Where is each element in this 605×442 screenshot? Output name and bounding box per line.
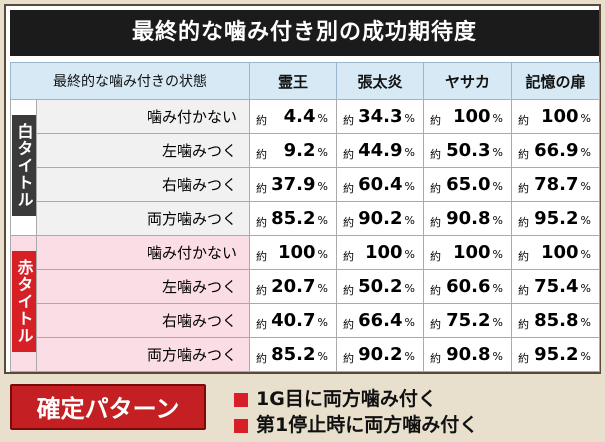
- value-cell: 約 66.4%: [336, 303, 424, 338]
- table-row: 赤タイトル 噛み付かない 約 100% 約 100% 約 100% 約 100%: [10, 235, 600, 372]
- bullet-square-icon: [234, 392, 248, 407]
- confirm-condition-2: 第1停止時に両方噛み付く: [234, 410, 478, 437]
- table-row: 右噛みつく 約 37.9% 約 60.4% 約 65.0% 約 78.7%: [11, 167, 600, 202]
- value-cell: 約 90.2%: [336, 201, 424, 236]
- value-cell: 約 100%: [423, 235, 512, 270]
- row-label: 両方噛みつく: [36, 337, 250, 372]
- value-cell: 約 20.7%: [249, 269, 337, 304]
- value-cell: 約 85.2%: [249, 337, 337, 372]
- value-cell: 約 60.4%: [336, 167, 424, 202]
- value-cell: 約 100%: [423, 99, 512, 134]
- value-cell: 約 85.2%: [249, 201, 337, 236]
- value-cell: 約 100%: [249, 235, 337, 270]
- value-cell: 約 95.2%: [511, 337, 600, 372]
- value-cell: 約 4.4%: [249, 99, 337, 134]
- confirm-condition-1: 1G目に両方噛み付く: [234, 384, 437, 411]
- table-row: 両方噛みつく 約 85.2% 約 90.2% 約 90.8% 約 95.2%: [11, 201, 600, 236]
- value-cell: 約 9.2%: [249, 133, 337, 168]
- header-col-yasaka: ヤサカ: [423, 62, 512, 100]
- header-col-reiou: 霊王: [249, 62, 337, 100]
- value-cell: 約 78.7%: [511, 167, 600, 202]
- table-row: 両方噛みつく 約 85.2% 約 90.2% 約 90.8% 約 95.2%: [11, 337, 600, 372]
- value-cell: 約 66.9%: [511, 133, 600, 168]
- header-col-kioku: 記憶の扉: [511, 62, 600, 100]
- value-cell: 約 75.4%: [511, 269, 600, 304]
- table-row: 右噛みつく 約 40.7% 約 66.4% 約 75.2% 約 85.8%: [11, 303, 600, 338]
- table-row: 白タイトル 噛み付かない 約 4.4% 約 34.3% 約 100% 約 100%: [10, 99, 600, 236]
- bullet-square-icon: [234, 418, 248, 433]
- group-label-white: 白タイトル: [11, 115, 36, 216]
- value-cell: 約 90.2%: [336, 337, 424, 372]
- success-rate-table: 最終的な噛み付きの状態 霊王 張太炎 ヤサカ 記憶の扉 白タイトル 噛み付かない…: [10, 62, 600, 372]
- value-cell: 約 100%: [336, 235, 424, 270]
- row-label: 右噛みつく: [36, 167, 250, 202]
- value-cell: 約 60.6%: [423, 269, 512, 304]
- value-cell: 約 50.3%: [423, 133, 512, 168]
- value-cell: 約 50.2%: [336, 269, 424, 304]
- confirm-pattern-badge: 確定パターン: [10, 384, 206, 430]
- value-cell: 約 90.8%: [423, 337, 512, 372]
- group-white: 白タイトル: [10, 99, 37, 236]
- value-cell: 約 40.7%: [249, 303, 337, 338]
- row-label: 左噛みつく: [36, 269, 250, 304]
- table-row: 左噛みつく 約 9.2% 約 44.9% 約 50.3% 約 66.9%: [11, 133, 600, 168]
- row-label: 左噛みつく: [36, 133, 250, 168]
- row-label: 噛み付かない: [36, 99, 250, 134]
- value-cell: 約 95.2%: [511, 201, 600, 236]
- value-cell: 約 34.3%: [336, 99, 424, 134]
- value-cell: 約 85.8%: [511, 303, 600, 338]
- header-col-choutaien: 張太炎: [336, 62, 424, 100]
- value-cell: 約 37.9%: [249, 167, 337, 202]
- group-red: 赤タイトル: [10, 235, 37, 372]
- row-label: 噛み付かない: [36, 235, 250, 270]
- table-board: 最終的な噛み付き別の成功期待度 最終的な噛み付きの状態 霊王 張太炎 ヤサカ 記…: [4, 4, 601, 374]
- value-cell: 約 65.0%: [423, 167, 512, 202]
- header-state: 最終的な噛み付きの状態: [10, 62, 250, 100]
- row-label: 右噛みつく: [36, 303, 250, 338]
- value-cell: 約 44.9%: [336, 133, 424, 168]
- row-label: 両方噛みつく: [36, 201, 250, 236]
- value-cell: 約 100%: [511, 99, 600, 134]
- table-row: 左噛みつく 約 20.7% 約 50.2% 約 60.6% 約 75.4%: [11, 269, 600, 304]
- value-cell: 約 75.2%: [423, 303, 512, 338]
- value-cell: 約 100%: [511, 235, 600, 270]
- page-title: 最終的な噛み付き別の成功期待度: [10, 10, 599, 56]
- value-cell: 約 90.8%: [423, 201, 512, 236]
- group-label-red: 赤タイトル: [11, 251, 36, 352]
- header-row: 最終的な噛み付きの状態 霊王 張太炎 ヤサカ 記憶の扉: [10, 62, 600, 100]
